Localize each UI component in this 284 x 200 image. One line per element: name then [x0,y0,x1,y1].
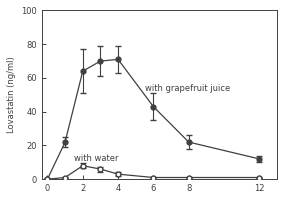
Text: with grapefruit juice: with grapefruit juice [145,84,230,93]
Text: with water: with water [74,154,118,163]
Y-axis label: Lovastatin (ng/ml): Lovastatin (ng/ml) [7,56,16,133]
